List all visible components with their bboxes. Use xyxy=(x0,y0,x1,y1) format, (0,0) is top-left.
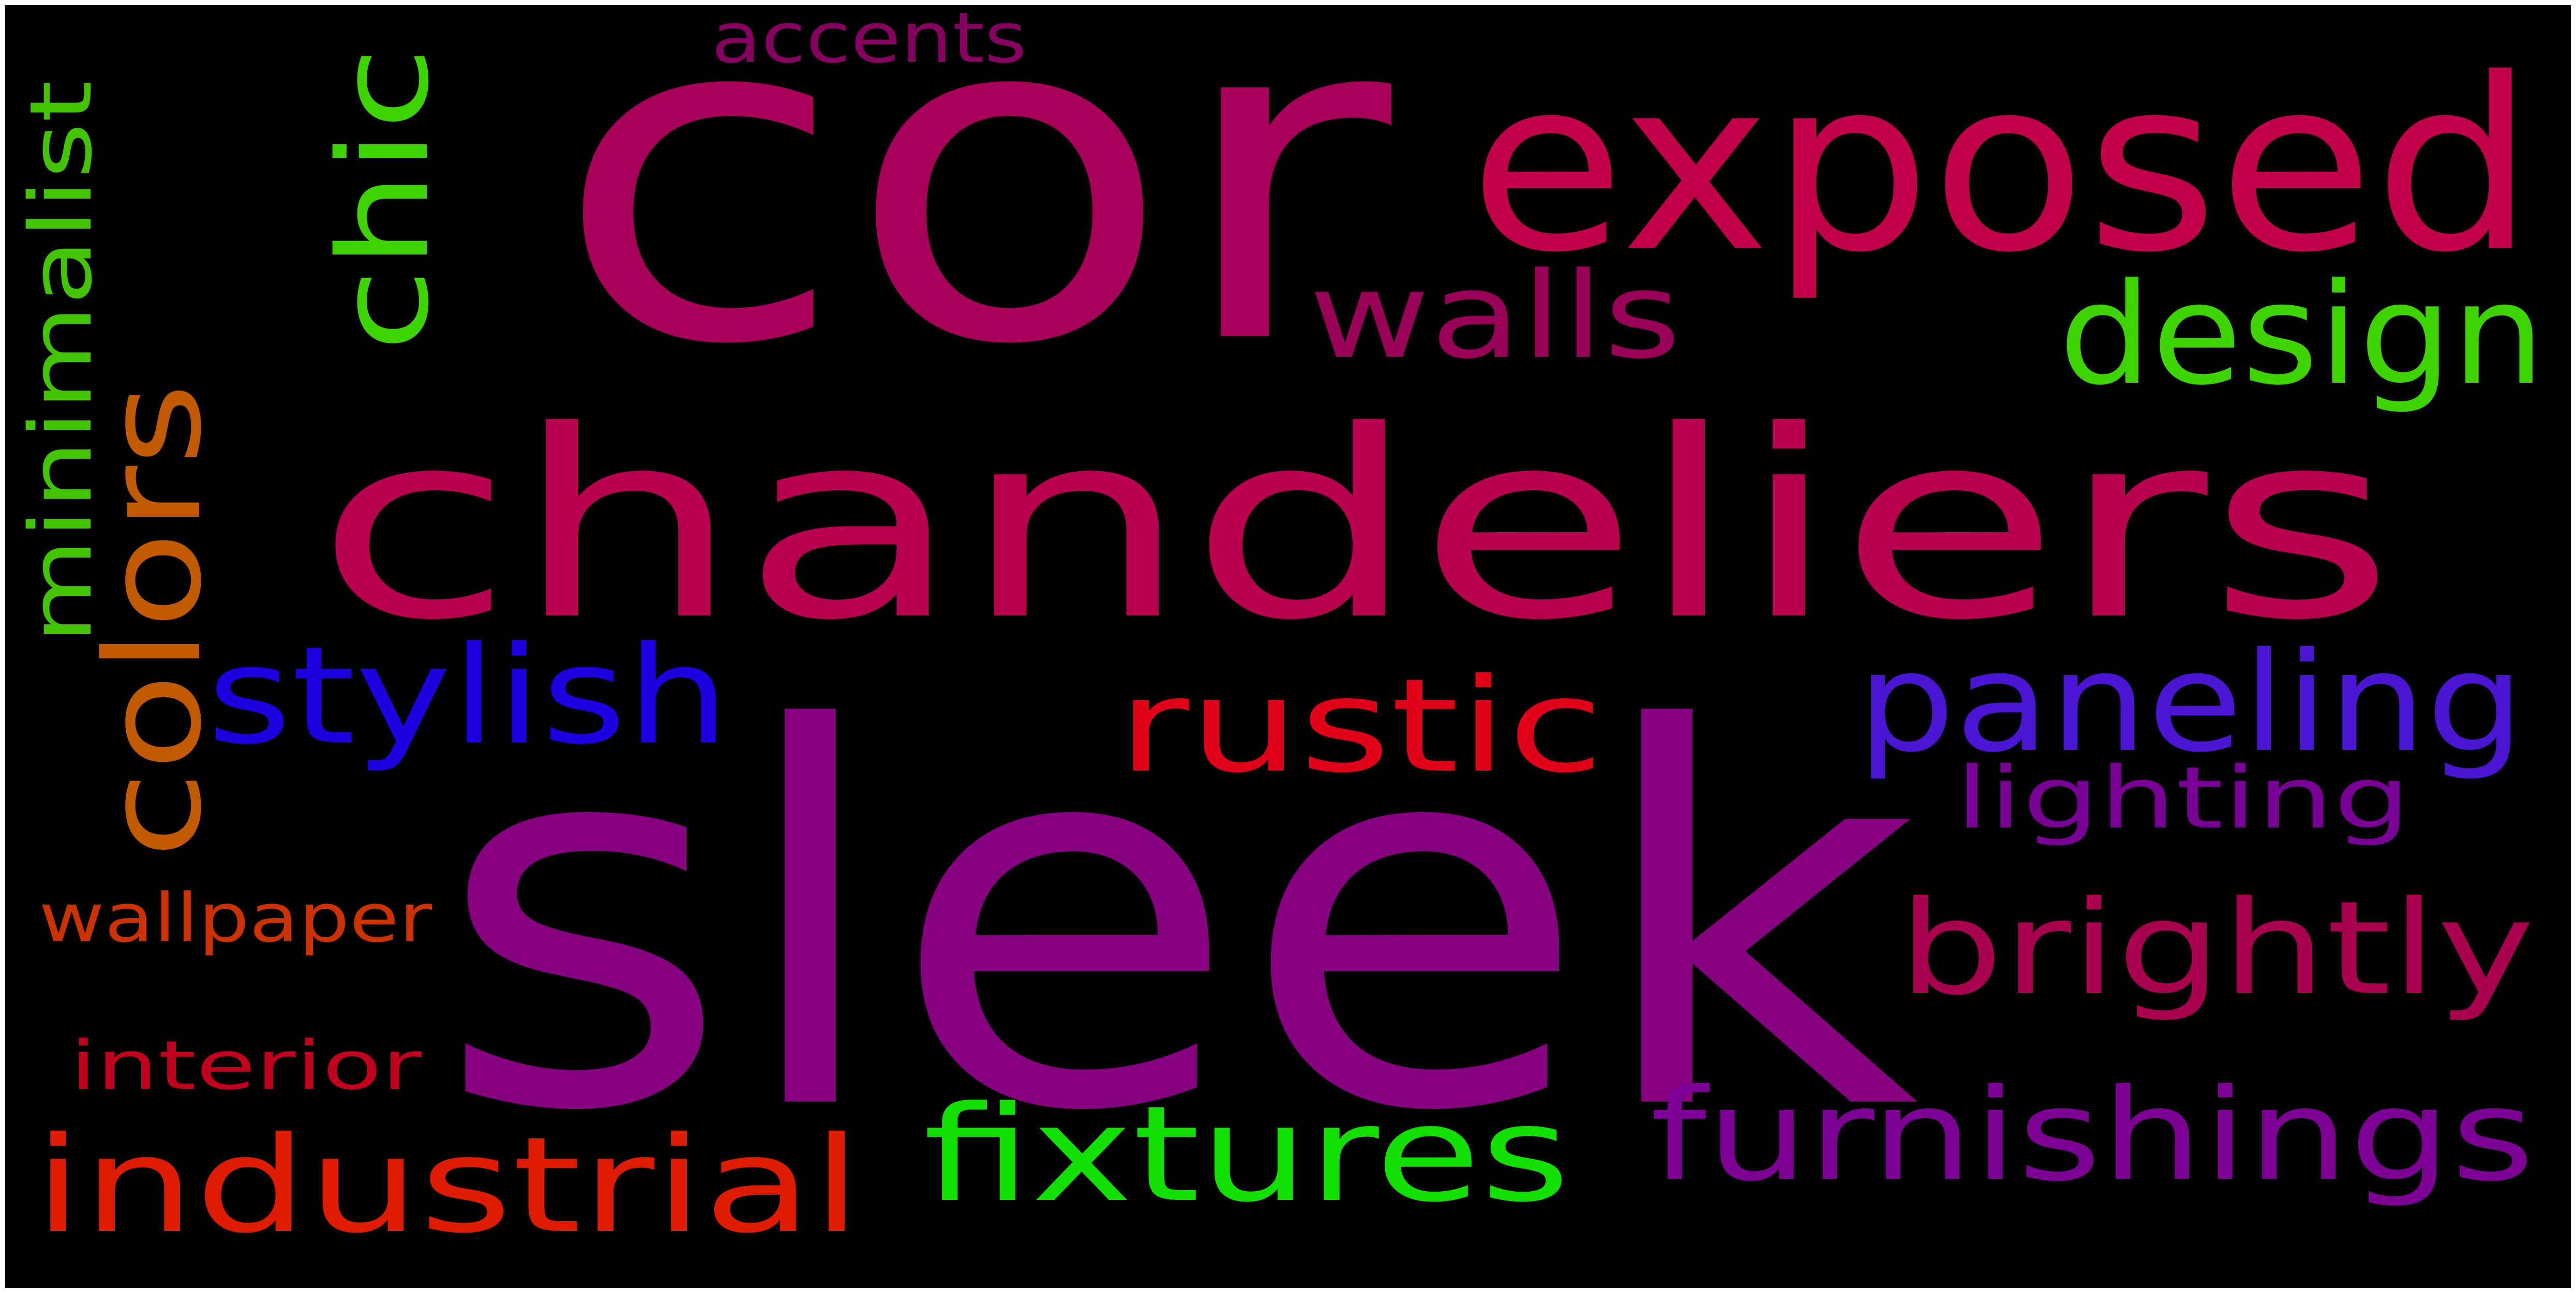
word-sleek: sleek xyxy=(435,622,1919,1224)
word-interior: interior xyxy=(70,1026,422,1105)
word-fixtures: fixtures xyxy=(923,1078,1570,1231)
word-design: design xyxy=(2059,253,2545,416)
word-cloud-canvas: cor exposed chandeliers sleek walls desi… xyxy=(11,5,2545,1262)
word-wallpaper: wallpaper xyxy=(39,879,432,957)
word-accents: accents xyxy=(711,5,1027,79)
word-furnishings: furnishings xyxy=(1650,1062,2535,1209)
word-paneling: paneling xyxy=(1857,623,2524,783)
word-industrial: industrial xyxy=(34,1109,861,1262)
word-stylish: stylish xyxy=(207,618,729,774)
word-cor: cor xyxy=(553,5,1397,444)
word-exposed: exposed xyxy=(1469,28,2535,305)
word-lighting: lighting xyxy=(1955,748,2410,848)
word-minimalist: minimalist xyxy=(11,80,111,644)
word-chandeliers: chandeliers xyxy=(316,375,2395,676)
word-brightly: brightly xyxy=(1898,873,2535,1024)
word-rustic: rustic xyxy=(1117,651,1604,801)
word-chic: chic xyxy=(311,47,456,352)
word-cloud: cor exposed chandeliers sleek walls desi… xyxy=(5,5,2571,1288)
word-colors: colors xyxy=(77,383,231,859)
word-walls: walls xyxy=(1309,247,1681,385)
